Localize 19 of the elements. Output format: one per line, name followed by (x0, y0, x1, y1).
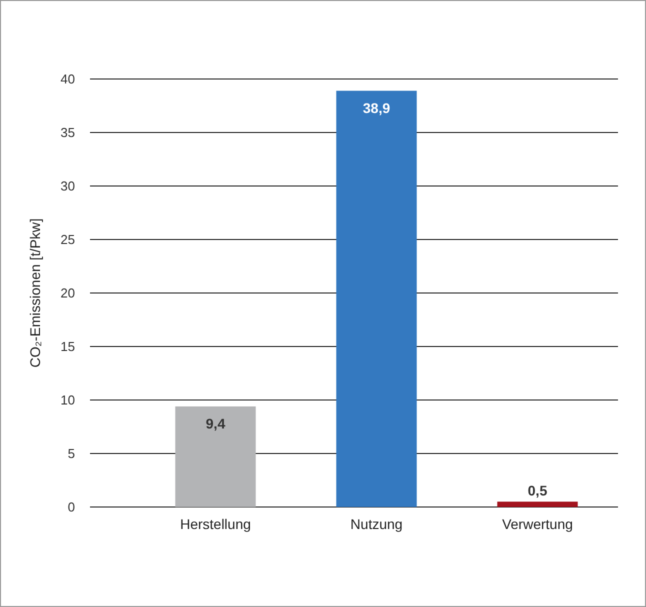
y-tick-label: 25 (60, 232, 75, 248)
bar (336, 90, 417, 507)
x-tick-label: Nutzung (350, 516, 403, 532)
y-tick-label: 35 (60, 125, 75, 140)
x-tick-label: Verwertung (502, 516, 573, 532)
y-tick-label: 30 (60, 178, 75, 194)
y-tick-label: 15 (60, 339, 75, 354)
data-label: 9,4 (206, 415, 226, 432)
y-tick-label: 5 (68, 446, 75, 462)
data-label: 38,9 (362, 100, 390, 116)
bar (497, 502, 578, 507)
bar (175, 406, 256, 507)
data-label: 0,5 (528, 482, 548, 499)
y-tick-label: 10 (60, 392, 75, 408)
y-tick-label: 40 (60, 72, 75, 87)
y-tick-label: 0 (68, 500, 75, 515)
x-tick-label: Herstellung (180, 516, 251, 532)
y-axis-title: CO₂-Emissionen [t/Pkw] (27, 218, 43, 368)
y-tick-label: 20 (60, 286, 75, 301)
